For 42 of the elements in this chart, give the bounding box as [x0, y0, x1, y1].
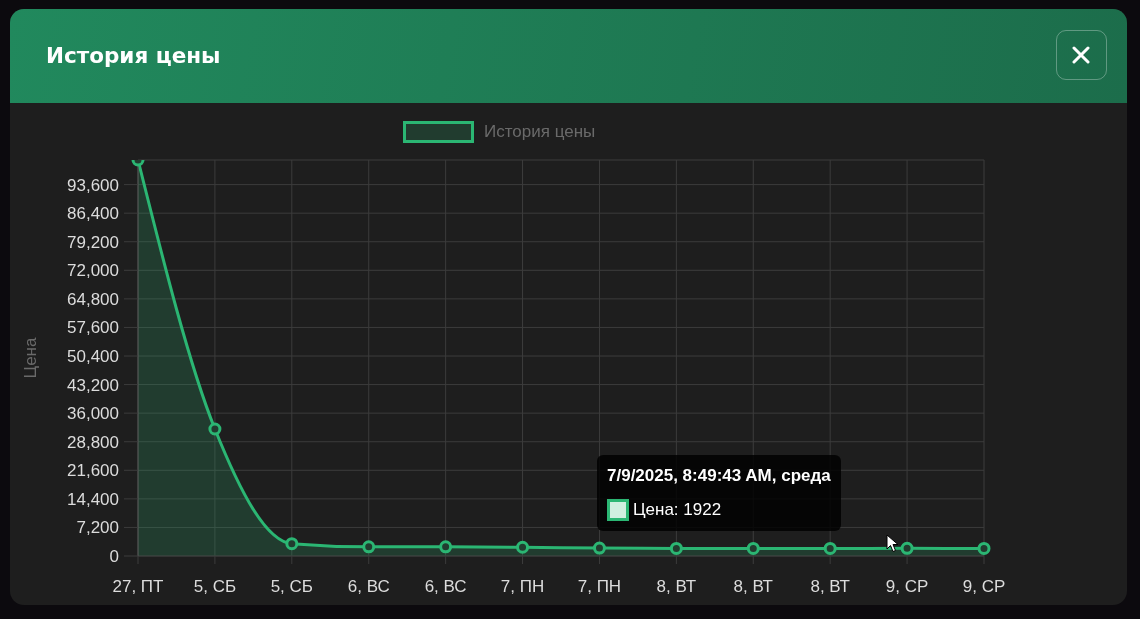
x-tick-label: 7, ПН: [577, 577, 622, 597]
x-tick-label: 6, ВС: [424, 577, 467, 597]
x-tick-label: 5, СБ: [193, 577, 237, 597]
point: [592, 541, 606, 555]
x-tick-label: 27, ПТ: [112, 577, 164, 597]
x-tick-label: 8, ВТ: [733, 577, 774, 597]
y-tick-label: 14,400: [67, 489, 119, 509]
point: [362, 540, 376, 554]
y-tick-label: 86,400: [67, 204, 119, 224]
x-tick-label: 8, ВТ: [810, 577, 850, 597]
point: [669, 541, 683, 555]
y-tick-label: 72,000: [67, 261, 119, 281]
y-tick-label: 79,200: [67, 232, 119, 252]
y-tick-label: 64,800: [67, 289, 119, 309]
point: [208, 422, 222, 436]
chart-title: История цены: [46, 43, 221, 69]
point: [900, 541, 914, 555]
point: [285, 537, 299, 551]
annotation: 7/9/2025, 8:49:43 AM, среда: [607, 465, 831, 487]
point: [439, 540, 453, 554]
point: [516, 540, 530, 554]
y-tick-label: 0: [109, 547, 119, 567]
y-tick-label: 57,600: [67, 318, 119, 338]
y-tick-label: 93,600: [67, 175, 119, 195]
y-tick-label: 28,800: [67, 432, 119, 452]
point: [977, 541, 991, 555]
annotation: Цена: 1922: [633, 499, 722, 521]
y-tick-label: 21,600: [67, 461, 119, 481]
x-tick-label: 8, ВТ: [656, 577, 697, 597]
x-tick-label: 7, ПН: [500, 577, 545, 597]
y-tick-label: 43,200: [67, 375, 119, 395]
x-tick-label: 9, СР: [885, 577, 929, 597]
x-tick-label: 6, ВС: [347, 577, 390, 597]
y-tick-label: 36,000: [67, 404, 119, 424]
y-tick-label: 7,200: [76, 518, 119, 538]
point: [746, 541, 760, 555]
legend-label: История цены: [484, 122, 596, 142]
x-tick-label: 5, СБ: [270, 577, 313, 597]
y-axis-title: Цена: [20, 337, 40, 379]
y-tick-label: 50,400: [67, 347, 119, 367]
x-tick-label: 9, СР: [962, 577, 1006, 597]
point: [823, 541, 837, 555]
